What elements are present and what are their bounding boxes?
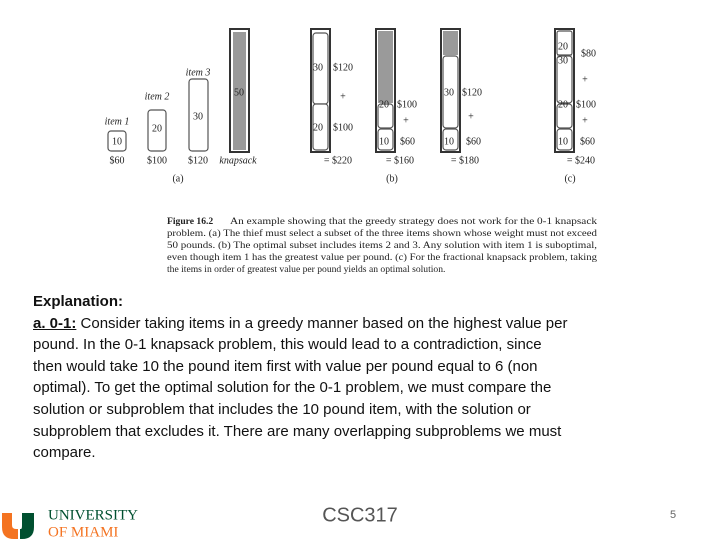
weight: 20 <box>379 99 389 110</box>
value: $60 <box>466 136 481 147</box>
footer: UNIVERSITY OF MIAMI CSC317 5 <box>2 504 676 540</box>
text-line: a. 0-1: Consider taking items in a greed… <box>33 313 568 335</box>
knapsack-space <box>233 32 246 150</box>
value: $120 <box>333 62 353 73</box>
weight: 30 <box>558 55 568 66</box>
item-box <box>442 128 459 151</box>
item-label: item 3 <box>186 67 211 78</box>
logo-text: OF MIAMI <box>48 524 118 540</box>
caption-line: even though item 1 has the greatest valu… <box>167 252 597 263</box>
text-line: solution or subproblem that includes the… <box>33 400 531 418</box>
weight: 20 <box>152 123 162 134</box>
lead: a. 0-1: <box>33 314 77 332</box>
item-value: $120 <box>188 155 208 166</box>
knapsack-space <box>443 31 458 55</box>
total: = $160 <box>386 155 414 166</box>
weight: 10 <box>379 136 389 147</box>
total: = $240 <box>567 155 595 166</box>
item-label: item 1 <box>105 116 130 127</box>
plus: + <box>340 91 346 102</box>
text: Consider taking items in a greedy manner… <box>76 314 568 332</box>
value: $60 <box>400 136 415 147</box>
value: $100 <box>333 122 353 133</box>
item-box <box>556 128 573 151</box>
item-label: item 2 <box>145 91 170 102</box>
panel-tag: (c) <box>564 173 575 184</box>
value: $120 <box>462 87 482 98</box>
item-box <box>377 103 394 129</box>
weight: 20 <box>558 41 568 52</box>
capacity: 50 <box>234 87 244 98</box>
plus: + <box>468 111 474 122</box>
value: $100 <box>576 99 596 110</box>
item-box <box>556 103 573 129</box>
weight: 10 <box>112 136 122 147</box>
value: $60 <box>580 136 595 147</box>
caption-line: An example showing that the greedy strat… <box>230 216 597 227</box>
explanation: Explanation: a. 0-1: Consider taking ite… <box>33 291 568 464</box>
plus: + <box>403 115 409 126</box>
text-line: then would take 10 the pound item first … <box>33 357 538 375</box>
item-box <box>188 78 209 152</box>
total: = $180 <box>451 155 479 166</box>
caption-line: problem. (a) The thief must select a sub… <box>167 228 597 239</box>
weight: 10 <box>558 136 568 147</box>
item-box <box>556 55 573 104</box>
total: = $220 <box>324 155 352 166</box>
panel-tag: (a) <box>172 173 183 184</box>
weight: 20 <box>313 122 323 133</box>
value: $100 <box>397 99 417 110</box>
heading: Explanation: <box>33 293 124 310</box>
weight: 20 <box>558 99 568 110</box>
item-box <box>442 55 459 129</box>
plus: + <box>582 115 588 126</box>
item-box <box>107 130 127 152</box>
logo-text: UNIVERSITY <box>48 507 138 523</box>
weight: 30 <box>444 87 454 98</box>
course: CSC317 <box>322 504 398 526</box>
weight: 30 <box>193 111 203 122</box>
figure: 10 item 1 $60 20 item 2 $100 30 item 3 $… <box>105 28 597 275</box>
text-line: pound. In the 0-1 knapsack problem, this… <box>33 336 542 354</box>
panel-tag: (b) <box>386 173 398 184</box>
item-box <box>312 103 329 151</box>
value: $80 <box>581 48 596 59</box>
item-box <box>377 128 394 151</box>
caption-label: Figure 16.2 <box>167 216 213 227</box>
item-box <box>147 109 167 152</box>
caption-line: the items in order of greatest value per… <box>167 264 445 275</box>
knapsack-space <box>378 31 393 103</box>
text-line: optimal). To get the optimal solution fo… <box>33 379 552 397</box>
caption-line: 50 pounds. (b) The optimal subset includ… <box>167 240 597 251</box>
weight: 10 <box>444 136 454 147</box>
text-line: compare. <box>33 444 96 462</box>
plus: + <box>582 74 588 85</box>
text-line: subproblem that excludes it. There are m… <box>33 422 562 440</box>
item-value: $100 <box>147 155 167 166</box>
item-value: $60 <box>110 155 125 166</box>
page-number: 5 <box>670 509 676 521</box>
weight: 30 <box>313 62 323 73</box>
logo-mark <box>2 513 34 539</box>
knapsack-label: knapsack <box>219 155 257 166</box>
